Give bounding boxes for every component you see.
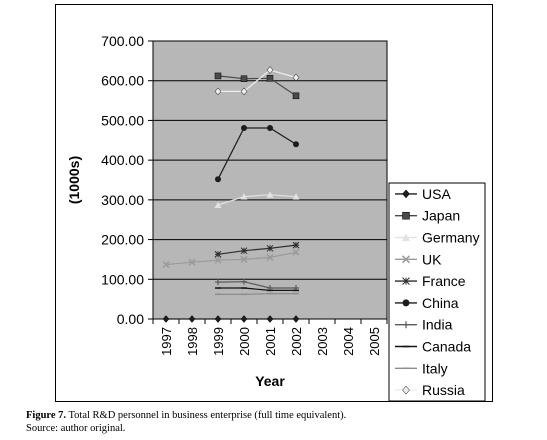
data-point-uk <box>292 248 300 256</box>
y-tick-label: 100.00 <box>101 271 144 287</box>
data-point-usa <box>240 315 248 323</box>
series-line-japan <box>217 75 297 97</box>
data-point-russia <box>292 73 300 82</box>
data-point-russia <box>266 66 274 74</box>
legend-label-italy: Italy <box>422 360 448 376</box>
data-point-uk <box>214 256 222 264</box>
series-line-china <box>217 127 297 180</box>
x-tick-label: 1999 <box>211 327 226 356</box>
x-tick-label: 2002 <box>289 327 304 356</box>
legend-label-usa: USA <box>422 186 451 202</box>
x-tick-label: 2005 <box>367 327 382 356</box>
data-point-japan <box>240 75 248 82</box>
plot-area <box>152 40 388 320</box>
data-point-india <box>215 279 221 286</box>
y-axis-title: (1000s) <box>66 156 82 204</box>
data-point-japan <box>266 75 274 82</box>
x-tick-label: 1998 <box>185 327 200 356</box>
data-point-germany <box>240 193 248 200</box>
caption-source: Source: author original. <box>26 423 126 434</box>
data-point-germany <box>266 191 274 198</box>
legend-label-russia: Russia <box>422 382 465 398</box>
series-line-italy <box>218 293 296 295</box>
y-tick-label: 600.00 <box>101 73 144 89</box>
data-point-japan <box>214 72 222 80</box>
line-chart: 0.00 100.00 200.00 300.00 400.00 500.00 600.00… <box>55 4 493 402</box>
data-point-russia <box>240 87 248 96</box>
caption-figure-label: Figure 7. <box>26 410 67 421</box>
y-tick-label: 700.00 <box>101 33 144 49</box>
data-point-japan <box>292 92 300 100</box>
data-point-uk <box>162 261 170 269</box>
legend-label-uk: UK <box>422 251 442 267</box>
data-point-china <box>293 141 299 148</box>
y-tick-label: 300.00 <box>101 192 144 208</box>
data-point-france <box>292 241 300 249</box>
x-tick-label: 1997 <box>159 327 174 356</box>
legend-marker-china <box>402 299 410 307</box>
y-tick-label: 200.00 <box>101 232 144 248</box>
x-tick-label: 2001 <box>263 327 278 356</box>
series-line-india <box>217 281 296 289</box>
data-point-usa <box>292 315 300 323</box>
data-point-germany <box>292 193 300 200</box>
data-point-russia <box>214 87 222 96</box>
data-point-usa <box>162 315 170 323</box>
data-point-france <box>214 250 222 258</box>
data-point-china <box>241 124 247 131</box>
series-line-russia <box>218 69 297 92</box>
series-line-germany <box>217 194 297 206</box>
data-point-france <box>240 247 248 255</box>
legend-marker-france <box>402 277 410 285</box>
figure-caption: Figure 7. Total R&D personnel in busines… <box>26 409 536 435</box>
legend-marker-india <box>402 321 410 329</box>
legend-label-japan: Japan <box>422 208 460 224</box>
legend-marker-japan <box>402 211 410 220</box>
legend-label-france: France <box>422 273 466 289</box>
x-tick-label: 2000 <box>237 327 252 356</box>
x-tick-label: 2003 <box>315 327 330 356</box>
x-axis-title: Year <box>255 373 285 389</box>
data-point-uk <box>188 258 196 266</box>
data-point-china <box>215 176 221 183</box>
data-point-usa <box>188 315 196 323</box>
series-line-uk <box>165 251 297 266</box>
x-tick-label: 2004 <box>341 327 356 356</box>
legend-label-canada: Canada <box>422 339 471 355</box>
legend-marker-germany <box>402 233 410 241</box>
data-point-usa <box>266 315 274 323</box>
legend-marker-usa <box>402 189 410 199</box>
legend-label-india: India <box>422 317 453 333</box>
legend-label-china: China <box>422 295 459 311</box>
data-point-germany <box>214 201 222 209</box>
legend-marker-uk <box>401 255 411 264</box>
y-tick-label: 0.00 <box>117 311 144 327</box>
data-point-china <box>267 124 273 131</box>
y-tick-label: 400.00 <box>101 152 144 168</box>
caption-text: Total R&D personnel in business enterpri… <box>66 410 347 421</box>
legend-label-germany: Germany <box>422 230 480 246</box>
data-point-uk <box>266 253 274 261</box>
data-point-usa <box>214 315 222 323</box>
data-point-uk <box>240 255 248 263</box>
series-line-france <box>217 244 297 255</box>
y-tick-label: 500.00 <box>101 112 144 128</box>
series-line-canada <box>218 287 296 291</box>
data-point-france <box>266 244 274 252</box>
legend-marker-russia <box>402 385 410 395</box>
data-point-india <box>241 278 247 285</box>
